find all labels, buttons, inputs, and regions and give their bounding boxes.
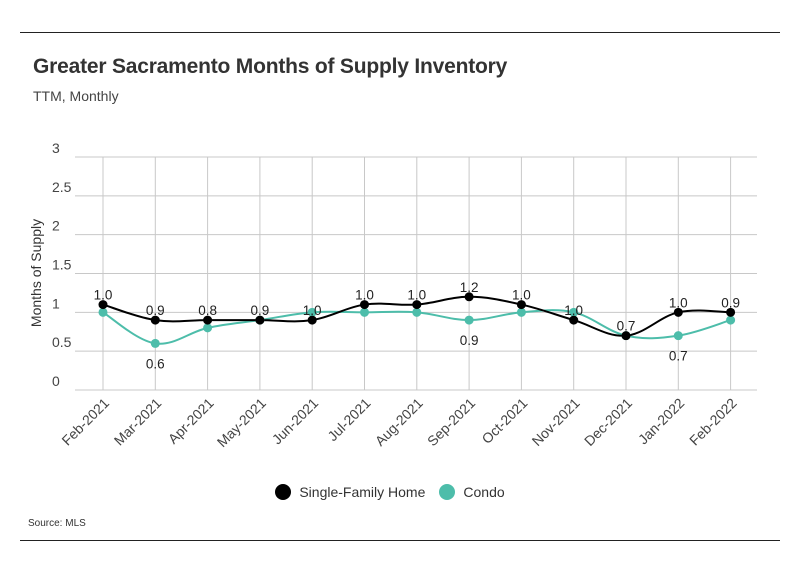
x-tick-label: Jul-2021 [324, 395, 373, 444]
legend: Single-Family Home Condo [0, 484, 780, 500]
data-label-single-family: 0.9 [251, 303, 270, 318]
data-label-single-family: 0.9 [146, 303, 165, 318]
x-tick-label: Apr-2021 [165, 395, 217, 447]
y-axis-label: Months of Supply [28, 219, 44, 327]
data-label-single-family: 1.0 [303, 303, 322, 318]
bottom-rule [20, 540, 780, 541]
data-point-single-family [360, 300, 369, 310]
data-point-single-family [412, 300, 422, 310]
source-note: Source: MLS [28, 518, 86, 529]
data-label-single-family: 1.0 [94, 288, 113, 303]
legend-swatch-single-family [275, 484, 292, 500]
y-tick-label: 0.5 [52, 334, 72, 350]
data-point-condo [98, 307, 108, 317]
data-label-condo: 0.9 [460, 333, 479, 348]
data-label-single-family: 1.0 [355, 288, 374, 303]
top-rule [20, 32, 780, 33]
data-point-condo [464, 315, 474, 325]
data-label-single-family: 1.2 [460, 280, 479, 295]
x-tick-label: Sep-2021 [424, 395, 478, 449]
data-label-single-family: 1.0 [407, 288, 426, 303]
legend-label-condo: Condo [463, 484, 505, 500]
y-tick-label: 2 [52, 218, 60, 234]
chart-subtitle: TTM, Monthly [33, 88, 119, 104]
legend-item-condo[interactable]: Condo [439, 484, 505, 500]
data-label-single-family: 1.0 [564, 303, 583, 318]
y-tick-label: 1 [52, 295, 60, 311]
data-point-condo [412, 307, 422, 317]
data-point-single-family [203, 315, 213, 325]
y-tick-label: 2.5 [52, 179, 72, 195]
data-point-single-family [255, 315, 265, 325]
data-point-single-family [516, 300, 526, 310]
data-point-condo [569, 307, 579, 317]
data-point-single-family [726, 307, 736, 317]
data-point-condo [203, 323, 213, 333]
data-label-single-family: 1.0 [512, 288, 531, 303]
x-tick-label: Feb-2022 [686, 395, 740, 449]
data-point-single-family [464, 292, 474, 302]
data-point-condo [360, 307, 369, 317]
y-tick-label: 1.5 [52, 257, 72, 273]
data-label-condo: 0.7 [669, 349, 688, 364]
data-point-single-family [621, 331, 631, 341]
data-label-single-family: 0.9 [721, 295, 740, 310]
x-tick-label: Nov-2021 [529, 395, 583, 449]
data-point-single-family [98, 300, 108, 310]
legend-item-single-family[interactable]: Single-Family Home [275, 484, 425, 500]
data-label-single-family: 1.0 [669, 295, 688, 310]
data-label-single-family: 0.7 [617, 319, 636, 334]
x-tick-label: Jun-2021 [269, 395, 322, 448]
data-point-single-family [569, 315, 579, 325]
data-point-single-family [307, 315, 317, 325]
data-point-condo [150, 338, 160, 348]
x-tick-label: Dec-2021 [581, 395, 635, 449]
x-tick-label: Aug-2021 [372, 395, 426, 449]
legend-label-single-family: Single-Family Home [299, 484, 426, 500]
data-point-condo [726, 315, 736, 325]
data-point-single-family [150, 315, 160, 325]
data-point-condo [307, 307, 317, 317]
data-point-single-family [673, 307, 683, 317]
y-tick-label: 0 [52, 373, 60, 389]
data-point-condo [673, 331, 683, 341]
x-tick-label: Oct-2021 [478, 395, 530, 447]
y-tick-label: 3 [52, 140, 60, 156]
chart-title: Greater Sacramento Months of Supply Inve… [33, 55, 508, 78]
data-label-single-family: 0.8 [198, 303, 217, 318]
data-point-condo [516, 307, 526, 317]
x-tick-label: Jan-2022 [635, 395, 688, 448]
x-tick-label: Mar-2021 [111, 395, 165, 449]
data-label-condo: 0.6 [146, 356, 165, 371]
legend-swatch-condo [439, 484, 456, 500]
x-tick-label: Feb-2021 [58, 395, 112, 449]
x-tick-label: May-2021 [214, 395, 269, 450]
